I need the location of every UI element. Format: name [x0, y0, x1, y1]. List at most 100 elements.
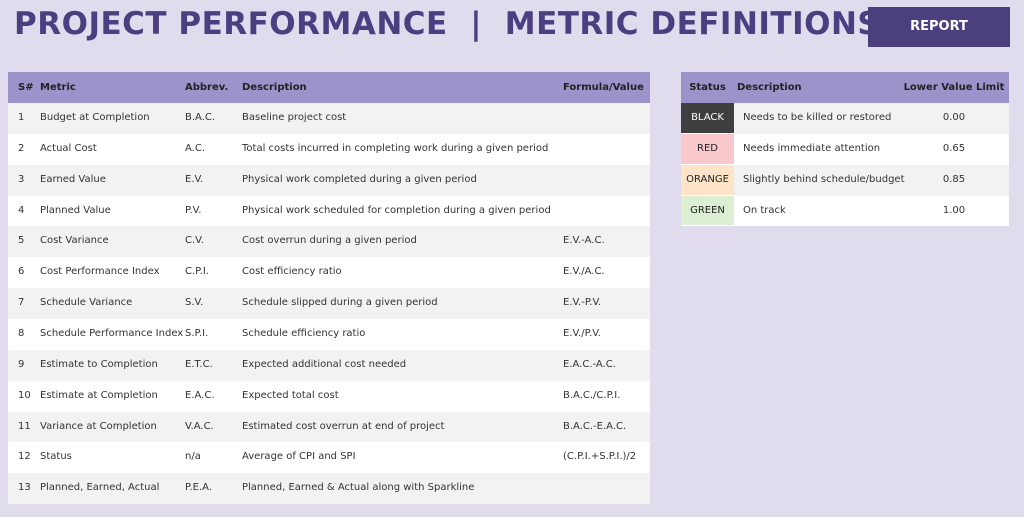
table-cell: Estimate to Completion: [40, 358, 158, 370]
status-badge: BLACK: [681, 103, 734, 134]
table-row: [8, 473, 650, 505]
table-cell: 13: [18, 482, 31, 494]
table-row: [8, 195, 650, 227]
table-cell: Schedule Performance Index: [40, 327, 184, 339]
status-header-row: [681, 72, 1009, 103]
table-row: [8, 133, 650, 165]
table-row: [8, 349, 650, 381]
table-row: [8, 411, 650, 443]
table-row: [681, 133, 1009, 165]
table-cell: Average of CPI and SPI: [242, 451, 356, 463]
table-row: [8, 164, 650, 196]
table-cell: Status: [40, 451, 72, 463]
table-row: [8, 318, 650, 350]
table-cell: Expected total cost: [242, 389, 339, 401]
table-cell: Schedule efficiency ratio: [242, 327, 366, 339]
table-cell: Variance at Completion: [40, 420, 157, 432]
table-row: [681, 164, 1009, 196]
column-header: S#: [18, 82, 34, 93]
column-header: Formula/Value: [563, 82, 644, 93]
table-cell: 12: [18, 451, 31, 463]
table-cell: Estimate at Completion: [40, 389, 158, 401]
table-cell: P.E.A.: [185, 482, 212, 494]
table-cell: A.C.: [185, 142, 206, 154]
table-row: [8, 226, 650, 258]
table-cell: Planned Value: [40, 204, 111, 216]
column-header: Description: [242, 82, 307, 93]
table-cell: Budget at Completion: [40, 112, 150, 123]
table-cell: 8: [18, 327, 25, 339]
table-cell: 0.65: [942, 142, 966, 154]
table-row: [8, 103, 650, 134]
table-cell: 9: [18, 358, 25, 370]
table-cell: Cost efficiency ratio: [242, 266, 342, 278]
table-cell: 4: [18, 204, 25, 216]
table-cell: Baseline project cost: [242, 112, 347, 123]
table-row: [8, 288, 650, 319]
status-badge: ORANGE: [681, 164, 734, 196]
table-cell: Estimated cost overrun at end of project: [242, 420, 445, 432]
report-button[interactable]: REPORT: [868, 7, 1010, 47]
table-cell: C.V.: [185, 235, 204, 247]
column-header: Status: [689, 82, 726, 93]
table-cell: E.A.C.-A.C.: [563, 358, 616, 370]
table-cell: E.V./P.V.: [563, 327, 601, 339]
table-cell: Schedule slipped during a given period: [242, 297, 438, 309]
table-cell: Planned, Earned, Actual: [40, 482, 160, 494]
table-cell: Cost overrun during a given period: [242, 235, 417, 247]
table-cell: B.A.C.: [185, 112, 216, 123]
column-header: Lower Value Limit: [903, 82, 1005, 93]
column-header: Metric: [40, 82, 76, 93]
table-cell: Planned, Earned & Actual along with Spar…: [242, 482, 475, 494]
table-cell: Expected additional cost needed: [242, 358, 407, 370]
table-row: [681, 195, 1009, 227]
table-cell: 0.00: [942, 112, 966, 123]
table-cell: B.A.C.-E.A.C.: [563, 420, 627, 432]
table-cell: E.T.C.: [185, 358, 213, 370]
page-title: PROJECT PERFORMANCE | METRIC DEFINITIONS: [14, 6, 881, 42]
table-cell: 1.00: [942, 204, 966, 216]
table-cell: E.V.-A.C.: [563, 235, 605, 247]
table-cell: V.A.C.: [185, 420, 214, 432]
table-cell: Total costs incurred in completing work …: [242, 142, 549, 154]
table-cell: Cost Variance: [40, 235, 109, 247]
status-badge: GREEN: [681, 195, 734, 227]
column-header: Description: [737, 82, 802, 93]
table-cell: (C.P.I.+S.P.I.)/2: [563, 451, 637, 463]
table-cell: S.P.I.: [185, 327, 209, 339]
table-cell: 11: [18, 420, 31, 432]
table-cell: P.V.: [185, 204, 202, 216]
table-cell: E.V.-P.V.: [563, 297, 602, 309]
table-cell: Earned Value: [40, 173, 106, 185]
metrics-header-row: [8, 72, 650, 103]
table-cell: n/a: [185, 451, 201, 463]
table-cell: Cost Performance Index: [40, 266, 160, 278]
table-cell: Slightly behind schedule/budget: [743, 173, 905, 185]
table-cell: E.A.C.: [185, 389, 215, 401]
table-cell: 10: [18, 389, 31, 401]
table-row: [681, 103, 1009, 134]
table-cell: S.V.: [185, 297, 204, 309]
table-cell: C.P.I.: [185, 266, 209, 278]
table-cell: Actual Cost: [40, 142, 97, 154]
table-cell: On track: [743, 204, 786, 216]
table-row: [8, 257, 650, 289]
table-row: [8, 380, 650, 412]
table-cell: 3: [18, 173, 25, 185]
table-cell: Physical work scheduled for completion d…: [242, 204, 551, 216]
table-cell: Needs immediate attention: [743, 142, 881, 154]
table-cell: E.V.: [185, 173, 204, 185]
table-cell: Physical work completed during a given p…: [242, 173, 477, 185]
table-cell: Needs to be killed or restored: [743, 112, 892, 123]
column-header: Abbrev.: [185, 82, 229, 93]
table-cell: 7: [18, 297, 25, 309]
table-cell: E.V./A.C.: [563, 266, 605, 278]
table-row: [8, 442, 650, 474]
table-cell: 2: [18, 142, 25, 154]
table-cell: 1: [18, 112, 25, 123]
table-cell: 5: [18, 235, 25, 247]
table-cell: 6: [18, 266, 25, 278]
table-cell: B.A.C./C.P.I.: [563, 389, 621, 401]
status-badge: RED: [681, 133, 734, 165]
